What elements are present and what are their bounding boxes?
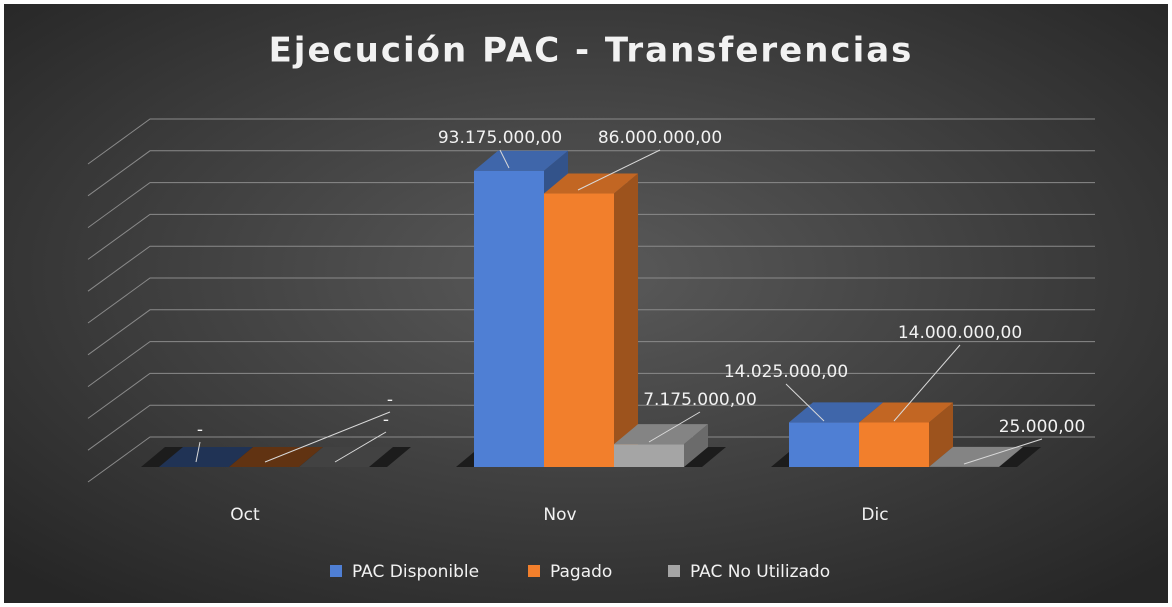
leader-line: [334, 431, 387, 463]
data-label: 14.000.000,00: [898, 323, 1022, 343]
bar-front: [544, 193, 614, 467]
data-label: -: [383, 410, 389, 430]
bar-side: [614, 173, 638, 467]
grid-line: [87, 245, 1095, 292]
data-label: 14.025.000,00: [724, 362, 848, 382]
x-tick-label: Nov: [543, 505, 576, 525]
grid-line: [87, 309, 1095, 356]
legend-label: Pagado: [550, 562, 612, 582]
bar: [544, 173, 638, 467]
bar-top: [789, 402, 883, 423]
leader-line: [499, 149, 510, 169]
grid-line: [87, 182, 1095, 229]
data-label: 7.175.000,00: [643, 390, 757, 410]
grid-line: [87, 118, 1095, 165]
x-tick-label: Oct: [230, 505, 260, 525]
bar-side: [929, 402, 953, 467]
leader-line: [195, 441, 201, 463]
leader-line: [963, 438, 1043, 465]
bar: [229, 447, 323, 467]
data-label: -: [387, 390, 393, 410]
leader-line: [264, 411, 391, 463]
data-label: 93.175.000,00: [438, 128, 562, 148]
bar-top: [929, 446, 1023, 467]
legend-swatch: [668, 565, 680, 577]
leader-line: [785, 383, 825, 422]
grid-line: [87, 277, 1095, 324]
bar-front: [789, 422, 859, 467]
bar-top: [299, 447, 393, 467]
bar-top: [159, 447, 253, 467]
x-tick-label: Dic: [861, 505, 888, 525]
data-label: -: [197, 420, 203, 440]
grid-line: [87, 436, 1095, 483]
bar-front: [614, 444, 684, 467]
legend-swatch: [528, 565, 540, 577]
bar-top: [229, 447, 323, 467]
grid: [87, 118, 1095, 483]
leader-line: [648, 411, 701, 443]
data-label: 25.000,00: [999, 417, 1086, 437]
bar-front: [859, 422, 929, 467]
data-label: 86.000.000,00: [598, 128, 722, 148]
legend-swatch: [330, 565, 342, 577]
bar-top: [859, 402, 953, 423]
bar: [614, 424, 708, 467]
grid-line: [87, 372, 1095, 419]
grid-line: [87, 341, 1095, 388]
bar-top: [614, 424, 708, 445]
legend-label: PAC No Utilizado: [690, 562, 830, 582]
bar-side: [684, 424, 708, 467]
bar-side: [999, 446, 1023, 467]
bar: [159, 447, 253, 467]
plot: [141, 150, 1041, 468]
legend-label: PAC Disponible: [352, 562, 479, 582]
grid-line: [87, 213, 1095, 260]
bar: [929, 446, 1023, 467]
bar: [859, 402, 953, 467]
bar-front: [474, 170, 544, 468]
leader-line: [893, 344, 961, 422]
bar-top: [474, 150, 568, 171]
leader-line: [577, 149, 661, 191]
bar: [299, 447, 393, 467]
chart-title: Ejecución PAC - Transferencias: [269, 31, 914, 71]
grid-line: [87, 150, 1095, 197]
grid-line: [87, 404, 1095, 451]
